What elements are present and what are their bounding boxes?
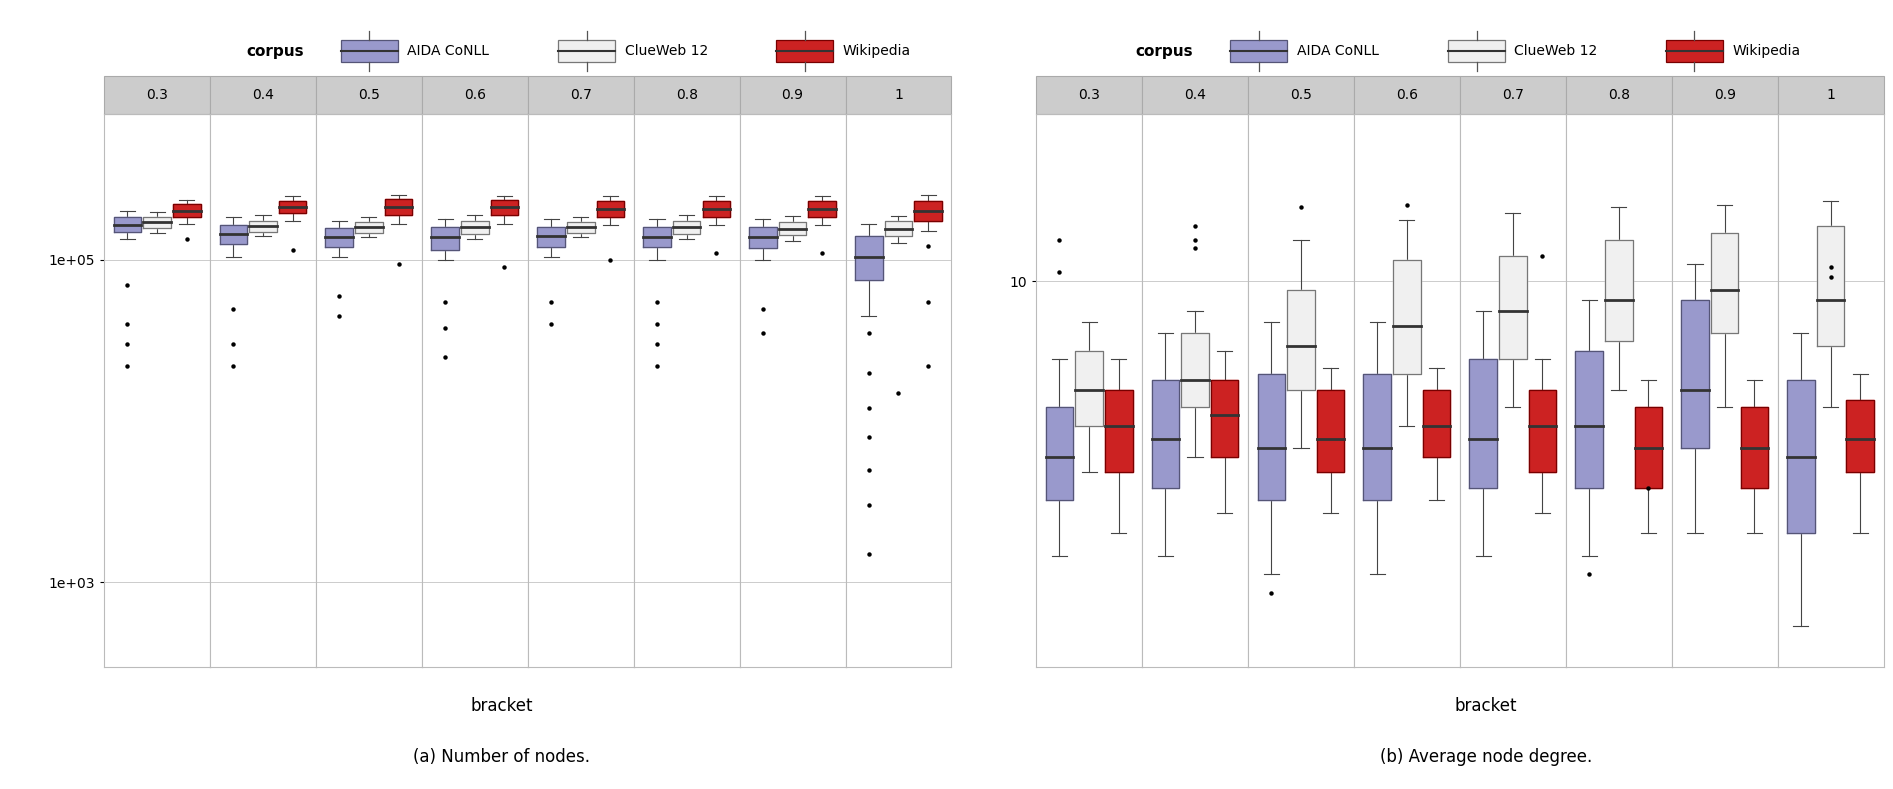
Bar <box>1035 76 1141 114</box>
Text: 0.6: 0.6 <box>464 88 487 102</box>
Polygon shape <box>1045 407 1073 500</box>
Bar <box>1353 76 1460 114</box>
Polygon shape <box>1681 301 1709 447</box>
Text: (a) Number of nodes.: (a) Number of nodes. <box>413 749 591 766</box>
Polygon shape <box>114 217 142 232</box>
Polygon shape <box>1257 374 1285 500</box>
Polygon shape <box>1212 380 1238 457</box>
Polygon shape <box>1363 374 1391 500</box>
Polygon shape <box>1846 400 1874 472</box>
Polygon shape <box>538 227 564 247</box>
Text: corpus: corpus <box>246 43 303 59</box>
Polygon shape <box>1151 380 1179 488</box>
Polygon shape <box>1469 360 1497 488</box>
Bar <box>1247 76 1353 114</box>
Bar <box>846 76 952 114</box>
Text: 0.7: 0.7 <box>570 88 593 102</box>
Bar <box>422 76 528 114</box>
Text: Wikipedia: Wikipedia <box>842 44 911 58</box>
Polygon shape <box>1575 351 1603 488</box>
Text: ClueWeb 12: ClueWeb 12 <box>1514 44 1598 58</box>
Text: bracket: bracket <box>469 697 534 715</box>
Text: 1: 1 <box>893 88 903 102</box>
Polygon shape <box>384 200 413 215</box>
Text: 0.4: 0.4 <box>1185 88 1206 102</box>
Polygon shape <box>250 221 276 232</box>
Polygon shape <box>1424 390 1450 457</box>
Text: 1: 1 <box>1827 88 1834 102</box>
Text: 0.9: 0.9 <box>782 88 805 102</box>
Polygon shape <box>1605 241 1632 341</box>
Polygon shape <box>672 221 700 234</box>
Polygon shape <box>432 227 458 250</box>
Polygon shape <box>356 222 382 233</box>
Bar <box>1460 76 1566 114</box>
Bar <box>316 76 422 114</box>
Text: AIDA CoNLL: AIDA CoNLL <box>407 44 488 58</box>
Polygon shape <box>462 221 488 234</box>
Polygon shape <box>808 201 837 217</box>
Polygon shape <box>1787 380 1815 533</box>
Polygon shape <box>490 200 519 215</box>
Bar <box>1778 76 1884 114</box>
Polygon shape <box>1636 407 1662 488</box>
Polygon shape <box>1817 226 1844 346</box>
Bar <box>104 76 210 114</box>
Text: (b) Average node degree.: (b) Average node degree. <box>1380 749 1592 766</box>
Text: AIDA CoNLL: AIDA CoNLL <box>1297 44 1378 58</box>
Polygon shape <box>596 201 625 217</box>
Polygon shape <box>884 221 912 237</box>
Text: 0.5: 0.5 <box>1289 88 1312 102</box>
Polygon shape <box>1287 290 1316 390</box>
Polygon shape <box>1106 390 1132 472</box>
Text: 0.7: 0.7 <box>1501 88 1524 102</box>
Polygon shape <box>1499 256 1526 360</box>
Polygon shape <box>1740 407 1768 488</box>
Polygon shape <box>778 222 806 235</box>
Polygon shape <box>326 228 352 247</box>
Polygon shape <box>1318 390 1344 472</box>
Text: 0.3: 0.3 <box>1079 88 1100 102</box>
Polygon shape <box>702 201 731 217</box>
Text: 0.8: 0.8 <box>1607 88 1630 102</box>
Polygon shape <box>220 225 248 245</box>
Polygon shape <box>856 237 882 280</box>
Polygon shape <box>750 227 776 249</box>
Polygon shape <box>644 227 670 247</box>
Text: 0.3: 0.3 <box>146 88 168 102</box>
Bar <box>1141 76 1247 114</box>
Bar <box>528 76 634 114</box>
Polygon shape <box>568 222 594 233</box>
Text: 0.9: 0.9 <box>1713 88 1736 102</box>
Text: 0.8: 0.8 <box>676 88 699 102</box>
Polygon shape <box>144 217 170 228</box>
Text: bracket: bracket <box>1454 697 1518 715</box>
Bar <box>1672 76 1778 114</box>
Polygon shape <box>1181 334 1210 407</box>
Text: 0.6: 0.6 <box>1395 88 1418 102</box>
Polygon shape <box>1393 260 1420 374</box>
Text: Wikipedia: Wikipedia <box>1732 44 1800 58</box>
Polygon shape <box>1075 351 1104 426</box>
Bar <box>634 76 740 114</box>
Polygon shape <box>1530 390 1556 472</box>
Text: 0.5: 0.5 <box>358 88 380 102</box>
Text: ClueWeb 12: ClueWeb 12 <box>625 44 708 58</box>
Bar <box>740 76 846 114</box>
Polygon shape <box>1711 234 1738 334</box>
Bar <box>1566 76 1672 114</box>
Text: corpus: corpus <box>1136 43 1193 59</box>
Polygon shape <box>278 201 307 213</box>
Text: 0.4: 0.4 <box>252 88 274 102</box>
Polygon shape <box>172 204 201 217</box>
Bar <box>210 76 316 114</box>
Polygon shape <box>914 201 943 221</box>
